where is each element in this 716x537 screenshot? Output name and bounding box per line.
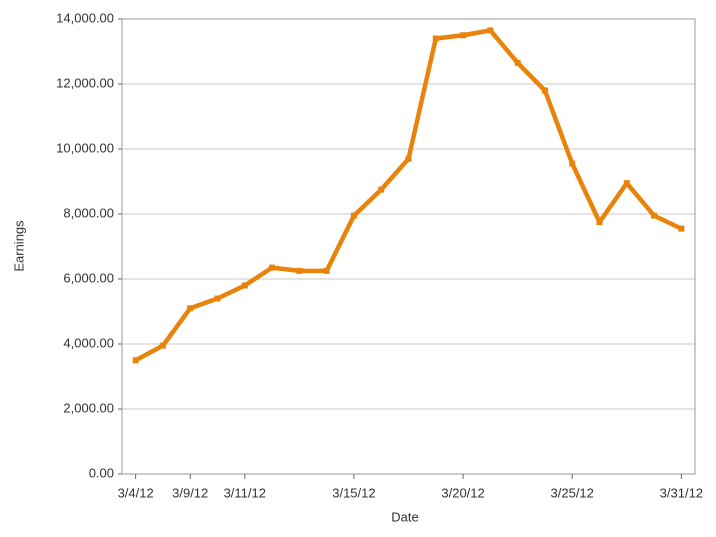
x-tick-label: 3/15/12 xyxy=(332,485,375,500)
point xyxy=(405,155,412,162)
point xyxy=(596,219,603,226)
y-axis-label: Earnings xyxy=(11,220,26,272)
y-tick-label: 8,000.00 xyxy=(63,205,114,220)
point xyxy=(432,35,439,42)
y-tick-label: 14,000.00 xyxy=(56,10,114,25)
line xyxy=(134,28,683,363)
point xyxy=(350,212,357,219)
point xyxy=(569,160,576,167)
x-tick-label: 3/25/12 xyxy=(551,485,594,500)
point xyxy=(323,267,330,274)
x-tick-label: 3/4/12 xyxy=(118,485,154,500)
y-tick-label: 10,000.00 xyxy=(56,140,114,155)
point xyxy=(651,212,658,219)
point xyxy=(378,186,385,193)
x-axis-label: Date xyxy=(391,509,418,524)
point xyxy=(132,357,139,364)
x-tick-label: 3/11/12 xyxy=(224,485,266,500)
point xyxy=(187,305,194,312)
y-tick-label: 2,000.00 xyxy=(63,400,114,415)
plot-frame xyxy=(121,18,696,475)
point xyxy=(487,27,494,34)
point xyxy=(514,59,521,66)
y-tick-label: 12,000.00 xyxy=(56,75,114,90)
point xyxy=(269,264,276,271)
point xyxy=(460,32,467,39)
point xyxy=(678,225,685,232)
point xyxy=(214,295,221,302)
point xyxy=(296,267,303,274)
y-tick-label: 4,000.00 xyxy=(63,335,114,350)
y-tick-label: 6,000.00 xyxy=(63,270,114,285)
point xyxy=(541,87,548,94)
x-tick-label: 3/9/12 xyxy=(172,485,208,500)
y-tick-label: 0.00 xyxy=(89,465,114,480)
point xyxy=(241,282,248,289)
point xyxy=(623,180,630,187)
x-tick-label: 3/31/12 xyxy=(660,485,703,500)
x-tick-label: 3/20/12 xyxy=(441,485,484,500)
point xyxy=(159,342,166,349)
